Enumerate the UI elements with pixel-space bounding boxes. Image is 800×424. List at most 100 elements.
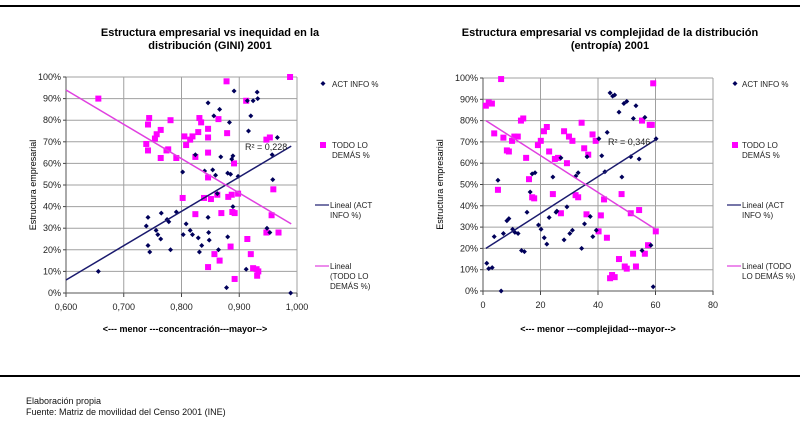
- chart2-title-line1: Estructura empresarial vs complejidad de…: [461, 27, 759, 39]
- point-other: [551, 155, 558, 162]
- r-squared-label: R² = 0,228: [245, 142, 287, 152]
- point-act: [604, 129, 610, 135]
- point-act: [538, 226, 544, 232]
- point-act: [210, 167, 216, 173]
- point-other: [648, 121, 655, 128]
- point-act: [593, 227, 599, 233]
- y-tick-label: 30%: [460, 222, 478, 232]
- chart1-legend-act: ACT INFO %: [332, 80, 379, 89]
- y-tick-label: 10%: [43, 266, 61, 276]
- point-act: [255, 96, 261, 102]
- point-other: [268, 212, 275, 219]
- point-act: [206, 237, 212, 243]
- x-tick-label: 0,900: [228, 302, 251, 312]
- point-act: [206, 230, 212, 236]
- chart2-title-line2: (entropía) 2001: [570, 40, 650, 52]
- point-act: [205, 100, 211, 106]
- point-other: [630, 250, 637, 257]
- legend-act-marker: [320, 81, 326, 86]
- point-other: [247, 251, 254, 258]
- point-act: [489, 265, 495, 271]
- y-tick-label: 50%: [460, 180, 478, 190]
- point-other: [557, 210, 564, 217]
- chart1-legend-other: TODO LO DEMÁS %: [332, 141, 370, 160]
- point-other: [549, 191, 556, 198]
- point-other: [173, 155, 180, 161]
- point-other: [589, 131, 596, 138]
- point-act: [145, 242, 151, 248]
- point-other: [531, 195, 538, 202]
- point-act: [484, 260, 490, 266]
- y-tick-label: 90%: [460, 94, 478, 104]
- point-act: [270, 177, 276, 183]
- point-other: [546, 148, 553, 155]
- point-other: [578, 119, 585, 126]
- point-act: [554, 208, 560, 214]
- y-tick-label: 60%: [460, 158, 478, 168]
- point-other: [181, 133, 188, 140]
- point-other: [615, 256, 622, 263]
- point-other: [592, 137, 599, 144]
- point-other: [179, 194, 186, 201]
- x-tick-label: 0,800: [170, 302, 193, 312]
- chart1-legend-trend-act: Lineal (ACT INFO %): [330, 201, 373, 220]
- chart2-legend-act: ACT INFO %: [742, 80, 789, 89]
- footer-source: Fuente: Matriz de movilidad del Censo 20…: [26, 407, 226, 417]
- legend-act-marker: [732, 81, 738, 86]
- point-act: [147, 249, 153, 255]
- point-other: [189, 133, 196, 140]
- y-tick-label: 0%: [465, 286, 478, 296]
- point-other: [198, 119, 205, 126]
- point-act: [527, 189, 533, 195]
- point-other: [526, 176, 532, 183]
- point-act: [569, 227, 575, 233]
- trendline-other: [65, 89, 292, 225]
- point-act: [288, 290, 294, 296]
- point-act: [599, 153, 605, 159]
- r-squared-label: R² = 0,346: [608, 137, 650, 147]
- bottom-border: [0, 375, 800, 377]
- point-other: [227, 243, 234, 250]
- chart1-title-line1: Estructura empresarial vs inequidad en l…: [100, 27, 320, 39]
- point-other: [95, 95, 102, 102]
- point-act: [541, 235, 547, 241]
- point-other: [244, 236, 251, 242]
- point-act: [506, 216, 512, 222]
- point-act: [224, 285, 230, 291]
- footer-credit: Elaboración propia: [26, 396, 102, 406]
- point-act: [264, 225, 270, 231]
- point-other: [561, 128, 568, 135]
- point-act: [639, 248, 645, 254]
- y-axis-label: Estructura empresarial: [28, 140, 38, 231]
- point-act: [267, 230, 273, 236]
- point-act: [515, 230, 521, 236]
- x-tick-label: 0,600: [55, 302, 78, 312]
- point-act: [250, 98, 256, 104]
- point-other: [543, 123, 550, 130]
- point-other: [652, 228, 659, 235]
- point-other: [563, 160, 570, 167]
- point-other: [287, 74, 294, 80]
- point-act: [230, 204, 236, 210]
- point-other: [555, 154, 562, 161]
- point-other: [263, 136, 270, 143]
- point-other: [514, 133, 521, 140]
- point-other: [511, 133, 518, 140]
- point-other: [205, 134, 212, 141]
- point-other: [145, 147, 152, 154]
- point-act: [544, 241, 550, 247]
- point-act: [633, 103, 639, 109]
- y-tick-label: 70%: [43, 137, 61, 147]
- point-other: [225, 193, 232, 200]
- y-tick-label: 40%: [43, 202, 61, 212]
- point-act: [648, 242, 654, 248]
- point-other: [601, 196, 608, 203]
- point-act: [274, 134, 280, 140]
- point-other: [255, 268, 262, 275]
- point-other: [151, 135, 158, 142]
- point-other: [618, 191, 625, 198]
- point-act: [616, 109, 622, 115]
- y-tick-label: 80%: [43, 115, 61, 125]
- point-other: [523, 154, 530, 161]
- point-other: [165, 146, 172, 153]
